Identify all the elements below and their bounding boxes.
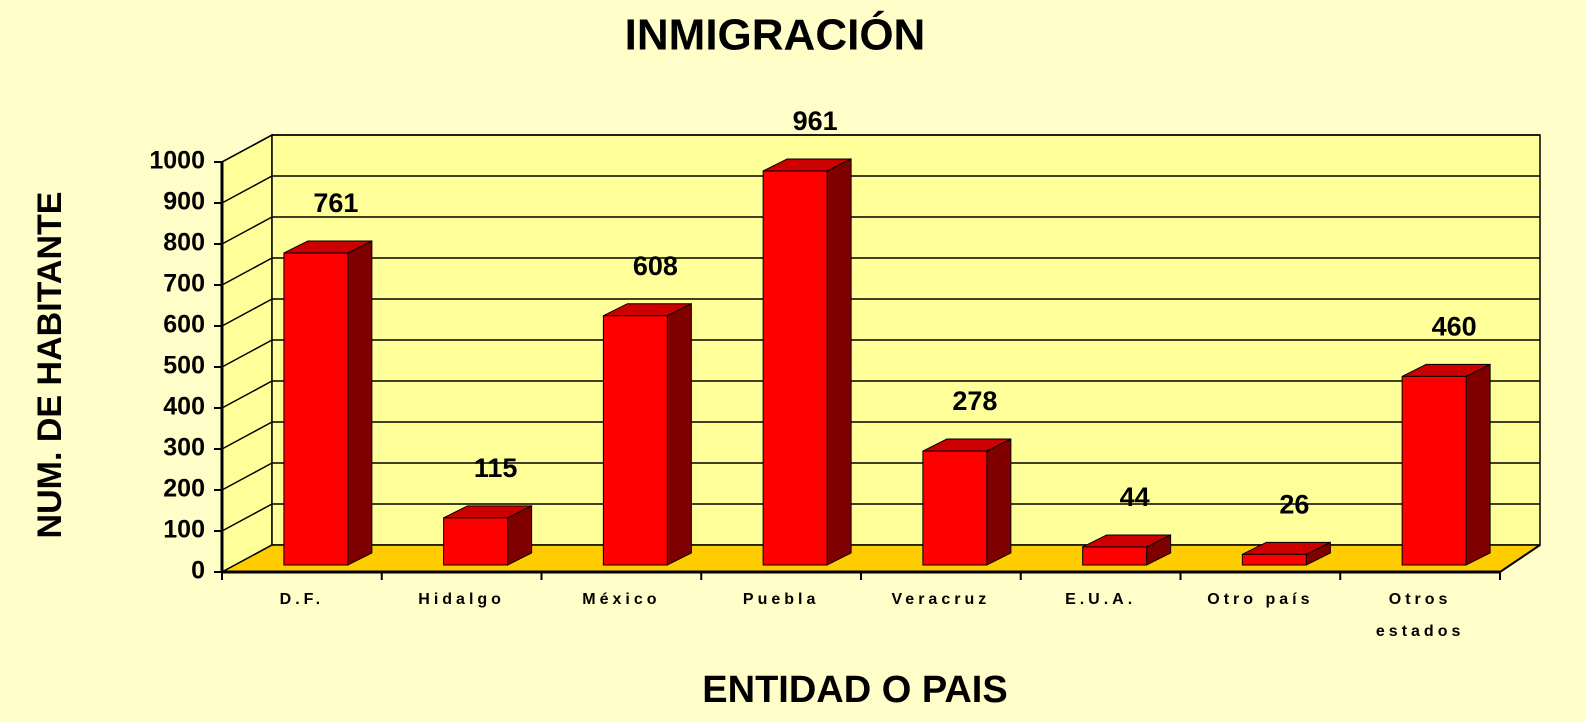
x-tick-label: Veracruz [891, 591, 991, 608]
y-tick-label: 800 [163, 229, 205, 257]
value-label: 115 [474, 453, 518, 483]
value-label: 761 [313, 188, 358, 218]
bar [443, 517, 509, 566]
y-tick-label: 300 [163, 434, 205, 462]
value-label: 26 [1279, 489, 1309, 519]
bar-side [986, 438, 1012, 566]
y-tick-label: 400 [163, 393, 205, 421]
grid-diagonal [221, 421, 273, 450]
x-tick-label: Otros estados [1375, 591, 1465, 640]
grid-diagonal [221, 544, 273, 573]
y-axis-label: NUM. DE HABITANTE [31, 192, 69, 539]
grid-diagonal [221, 216, 273, 245]
y-tick-label: 200 [163, 475, 205, 503]
y-tick-label: 100 [163, 516, 205, 544]
grid-diagonal [221, 380, 273, 409]
bar-side [666, 302, 692, 566]
x-tick-label: D.F. [279, 591, 325, 608]
bar-side [1465, 363, 1491, 566]
y-tick-label: 700 [163, 270, 205, 298]
value-label: 961 [793, 106, 838, 136]
grid-diagonal [221, 462, 273, 491]
y-tick-label: 0 [191, 557, 205, 585]
grid-diagonal [221, 339, 273, 368]
y-tick-label: 900 [163, 188, 205, 216]
bar [1241, 553, 1307, 566]
grid-diagonal [221, 134, 273, 163]
y-tick-label: 600 [163, 311, 205, 339]
x-tick-label: Otro país [1207, 591, 1314, 608]
x-tick-label: México [582, 591, 661, 608]
floor-edge [1499, 544, 1541, 573]
chart-title: INMIGRACIÓN [625, 10, 926, 60]
value-label: 278 [952, 386, 997, 416]
x-axis-label: ENTIDAD O PAIS [702, 669, 1007, 711]
grid-diagonal [221, 257, 273, 286]
bar [762, 170, 828, 566]
y-tick-label: 1000 [149, 147, 205, 175]
grid-diagonal [221, 175, 273, 204]
bar [1082, 546, 1148, 566]
bar-side [826, 158, 852, 566]
y-tick-label: 500 [163, 352, 205, 380]
value-label: 608 [633, 251, 678, 281]
bar [922, 450, 988, 566]
value-label: 460 [1432, 312, 1477, 342]
floor [222, 545, 1540, 572]
bar [283, 252, 349, 566]
x-tick-label: E.U.A. [1065, 591, 1137, 608]
grid-diagonal [221, 503, 273, 532]
bar [1401, 375, 1467, 566]
x-tick-label: Puebla [742, 591, 820, 608]
bar [602, 315, 668, 566]
value-label: 44 [1120, 482, 1150, 512]
grid-diagonal [221, 298, 273, 327]
x-tick-label: Hidalgo [418, 591, 505, 608]
bar-side [347, 240, 373, 566]
